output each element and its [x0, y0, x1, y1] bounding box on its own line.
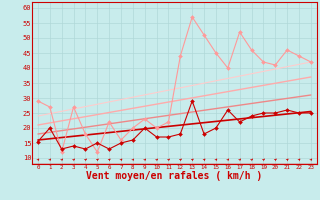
X-axis label: Vent moyen/en rafales ( km/h ): Vent moyen/en rafales ( km/h )	[86, 171, 262, 181]
